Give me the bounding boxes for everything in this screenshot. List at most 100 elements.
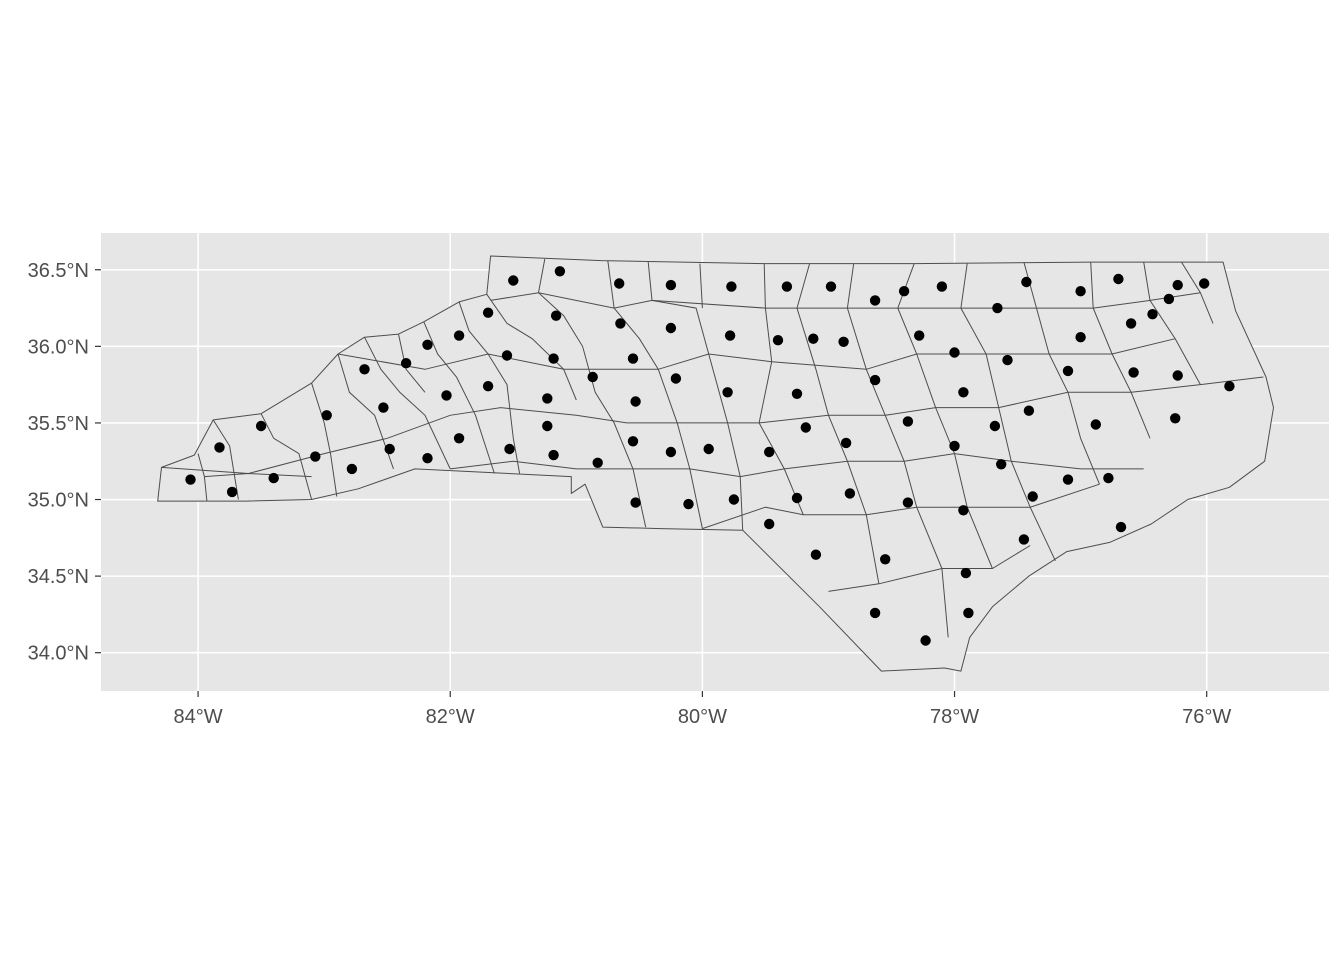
county-boundary [846, 263, 949, 638]
county-centroid-point [808, 333, 819, 344]
county-boundary [260, 413, 313, 500]
county-centroid-point [825, 281, 837, 292]
county-centroid-point [321, 410, 332, 421]
x-tick-label: 84°W [174, 706, 223, 728]
county-layer [157, 255, 1274, 672]
county-centroid-point [615, 318, 626, 329]
county-centroid-point [791, 388, 803, 399]
county-centroid-point [482, 307, 494, 318]
county-centroid-point [504, 443, 515, 455]
county-centroid-point [508, 275, 519, 286]
county-centroid-point [378, 402, 389, 413]
county-centroid-point [869, 295, 881, 306]
county-centroid-point [800, 422, 811, 433]
county-centroid-point [920, 635, 931, 646]
county-centroid-point [1062, 474, 1074, 485]
county-centroid-point [441, 390, 452, 401]
county-centroid-point [840, 437, 852, 449]
county-centroid-point [902, 416, 914, 427]
county-centroid-point [1062, 365, 1074, 377]
county-centroid-point [1163, 293, 1175, 305]
county-centroid-point [1090, 419, 1102, 430]
county-centroid-point [1128, 367, 1139, 378]
county-centroid-point [614, 278, 625, 289]
county-centroid-point [665, 279, 677, 291]
county-centroid-point [185, 474, 196, 485]
x-tick-label: 76°W [1182, 706, 1231, 728]
county-centroid-point [810, 549, 822, 560]
county-centroid-point [1199, 278, 1210, 289]
county-centroid-point [550, 310, 562, 321]
county-centroid-point [268, 472, 279, 484]
county-centroid-point [214, 442, 225, 453]
y-tick-label: 36.5°N [28, 260, 89, 282]
county-boundary [311, 382, 338, 497]
county-boundary [423, 321, 495, 474]
county-centroid-point [1113, 273, 1124, 285]
county-centroid-point [548, 353, 559, 364]
county-centroid-point [400, 358, 412, 369]
county-centroid-point [422, 453, 433, 464]
county-boundary [212, 419, 239, 500]
county-centroid-point [482, 381, 494, 392]
county-centroid-point [542, 420, 553, 432]
y-axis: 34.0°N 34.5°N 35.0°N 35.5°N 36.0°N 36.5°N [28, 260, 101, 665]
county-centroid-point [422, 339, 433, 350]
county-centroid-point [992, 302, 1003, 314]
county-centroid-point [963, 607, 974, 619]
county-centroid-point [255, 420, 267, 432]
county-centroid-point [869, 374, 881, 386]
county-centroid-point [989, 420, 1001, 432]
y-tick-label: 35.5°N [28, 413, 89, 435]
county-boundary [699, 263, 703, 309]
county-centroid-point [1115, 521, 1127, 533]
county-centroid-point [1147, 309, 1158, 320]
county-centroid-point [958, 387, 969, 398]
county-centroid-point [838, 336, 849, 347]
county-centroid-point [548, 449, 559, 461]
county-centroid-point [772, 335, 784, 346]
county-centroid-point [844, 488, 856, 499]
county-centroid-point [1023, 405, 1035, 416]
county-centroid-point [683, 498, 694, 510]
county-centroid-point [554, 266, 566, 277]
county-centroid-point [665, 322, 677, 334]
y-tick-label: 34.5°N [28, 566, 89, 588]
county-centroid-point [359, 364, 370, 375]
county-boundary [1143, 262, 1201, 385]
county-centroid-point [1103, 472, 1114, 484]
county-centroid-point [960, 567, 972, 579]
county-centroid-point [630, 497, 641, 508]
county-boundary [337, 338, 1176, 370]
county-centroid-point [453, 330, 465, 341]
county-centroid-point [1125, 318, 1137, 329]
county-centroid-point [501, 350, 513, 361]
county-centroid-point [764, 446, 775, 458]
county-centroid-point [726, 281, 737, 292]
county-centroid-point [1075, 286, 1086, 297]
county-centroid-point [936, 281, 948, 292]
county-centroid-point [1075, 332, 1086, 343]
county-centroid-point [898, 286, 910, 297]
county-centroid-point [630, 396, 641, 407]
county-boundary [828, 545, 1031, 592]
county-centroid-point [728, 494, 740, 505]
county-centroid-point [453, 433, 465, 444]
county-centroid-point [914, 330, 925, 341]
county-centroid-point [592, 457, 603, 468]
y-tick-label: 35.0°N [28, 490, 89, 512]
x-tick-label: 78°W [930, 706, 979, 728]
county-boundaries [161, 258, 1264, 638]
county-centroid-point [542, 393, 553, 404]
county-centroid-point [764, 518, 775, 530]
county-centroid-point [703, 443, 714, 455]
county-centroid-point [1018, 534, 1030, 545]
county-centroid-point [665, 446, 677, 458]
county-centroid-point [869, 607, 881, 619]
county-boundary [490, 292, 1201, 309]
county-centroid-point [226, 486, 238, 498]
county-boundary [161, 376, 1264, 475]
county-centroid-point [1172, 370, 1183, 381]
county-boundary [1023, 261, 1100, 485]
